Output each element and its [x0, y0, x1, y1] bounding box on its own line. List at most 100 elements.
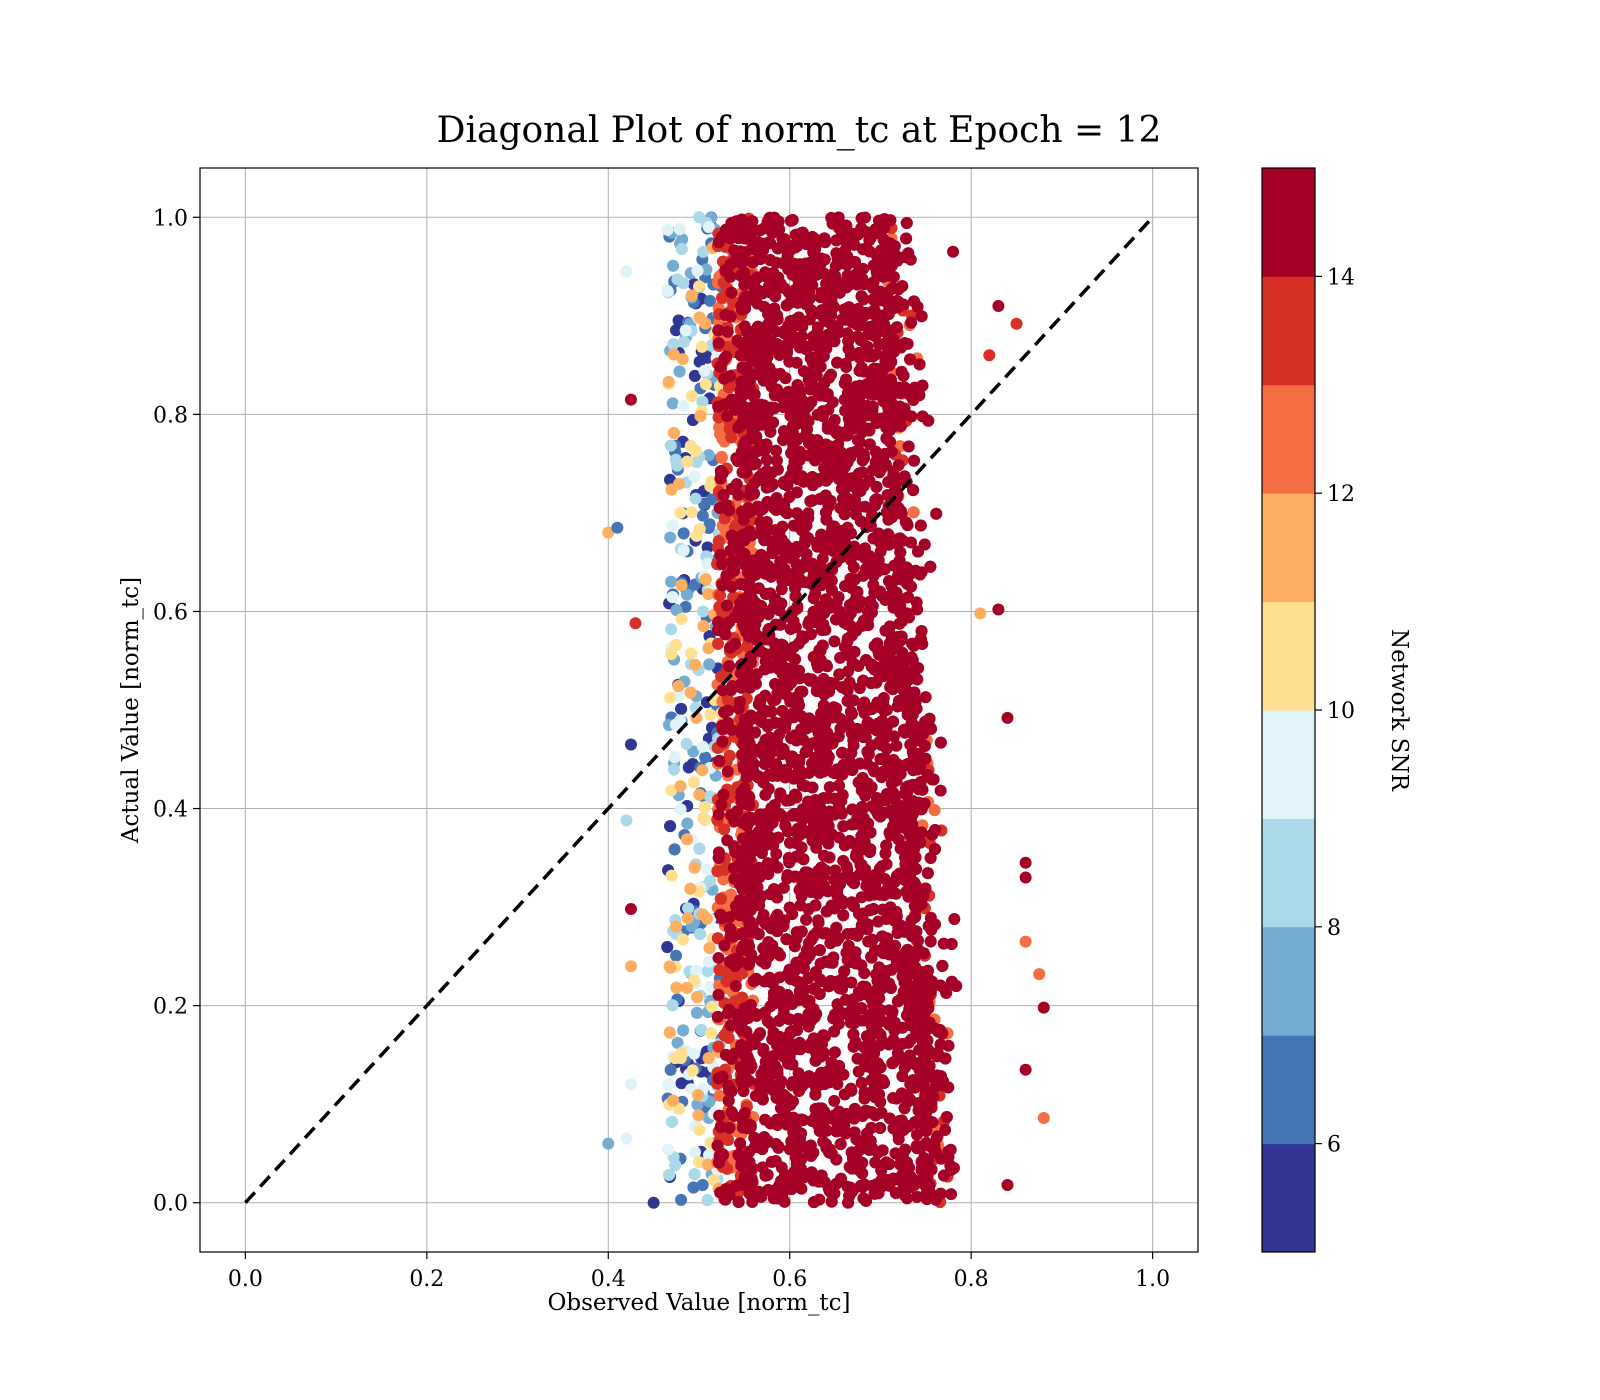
- scatter-point: [670, 949, 683, 962]
- scatter-point: [688, 1146, 701, 1159]
- scatter-point: [675, 702, 688, 715]
- scatter-point: [664, 820, 677, 833]
- scatter-point: [713, 964, 726, 977]
- scatter-point: [688, 1168, 701, 1181]
- scatter-point: [770, 444, 783, 457]
- scatter-point: [680, 737, 693, 750]
- scatter-point: [665, 647, 678, 660]
- scatter-point: [823, 781, 836, 794]
- scatter-point: [666, 397, 679, 410]
- scatter-point: [892, 1133, 905, 1146]
- scatter-point: [698, 364, 711, 377]
- scatter-point: [681, 981, 694, 994]
- scatter-point: [696, 740, 709, 753]
- scatter-point: [719, 1193, 732, 1206]
- scatter-point: [675, 579, 688, 592]
- scatter-point: [674, 780, 687, 793]
- scatter-point: [834, 651, 847, 664]
- scatter-point: [677, 544, 690, 557]
- scatter-point: [703, 942, 716, 955]
- scatter-point: [688, 1047, 701, 1060]
- scatter-point: [767, 857, 780, 870]
- scatter-point: [693, 842, 706, 855]
- scatter-point: [912, 934, 925, 947]
- scatter-point: [714, 892, 727, 905]
- scatter-point: [681, 912, 694, 925]
- scatter-point: [661, 284, 674, 297]
- scatter-point: [899, 1158, 912, 1171]
- scatter-point: [712, 1040, 725, 1053]
- scatter-point: [669, 638, 682, 651]
- scatter-point: [681, 455, 694, 468]
- scatter-point: [666, 591, 679, 604]
- scatter-point: [828, 1094, 841, 1107]
- scatter-point: [704, 708, 717, 721]
- scatter-point: [727, 1110, 740, 1123]
- scatter-point: [700, 912, 713, 925]
- scatter-point: [702, 220, 715, 233]
- scatter-point: [701, 863, 714, 876]
- scatter-point: [674, 714, 687, 727]
- chart-title: Diagonal Plot of norm_tc at Epoch = 12: [437, 110, 1162, 151]
- scatter-point: [667, 338, 680, 351]
- scatter-point: [673, 365, 686, 378]
- scatter-point: [665, 623, 678, 636]
- scatter-point: [672, 680, 685, 693]
- scatter-point: [720, 975, 733, 988]
- scatter-point: [713, 1089, 726, 1102]
- scatter-point: [902, 591, 915, 604]
- scatter-point: [664, 439, 677, 452]
- scatter-points: [602, 211, 1050, 1209]
- scatter-point: [693, 355, 706, 368]
- scatter-point: [856, 466, 869, 479]
- scatter-point: [676, 353, 689, 366]
- scatter-point: [919, 691, 932, 704]
- scatter-point: [667, 348, 680, 361]
- scatter-point: [945, 1188, 958, 1201]
- scatter-point: [701, 541, 714, 554]
- scatter-point: [675, 613, 688, 626]
- scatter-point: [697, 620, 710, 633]
- scatter-point: [703, 518, 716, 531]
- scatter-point: [716, 912, 729, 925]
- scatter-point: [689, 445, 702, 458]
- scatter-point: [694, 928, 707, 941]
- scatter-point: [702, 587, 715, 600]
- scatter-point: [689, 492, 702, 505]
- scatter-point: [725, 482, 738, 495]
- scatter-point: [858, 967, 871, 980]
- scatter-point: [843, 834, 856, 847]
- scatter-point: [697, 245, 710, 258]
- scatter-point: [676, 933, 689, 946]
- scatter-point: [693, 788, 706, 801]
- scatter-point: [674, 803, 687, 816]
- scatter-point: [694, 410, 707, 423]
- scatter-point: [722, 1094, 735, 1107]
- scatter-point: [685, 289, 698, 302]
- scatter-point: [928, 804, 941, 817]
- scatter-point: [670, 920, 683, 933]
- scatter-point: [688, 861, 701, 874]
- scatter-point: [671, 1036, 684, 1049]
- scatter-point: [681, 588, 694, 601]
- scatter-point: [675, 1193, 688, 1206]
- scatter-point: [741, 640, 754, 653]
- scatter-point: [701, 1158, 714, 1171]
- scatter-point: [895, 1087, 908, 1100]
- scatter-point: [692, 1156, 705, 1169]
- scatter-point: [905, 316, 918, 329]
- scatter-point: [896, 1070, 909, 1083]
- scatter-point: [661, 941, 674, 954]
- scatter-point: [878, 872, 891, 885]
- scatter-point: [761, 1168, 774, 1181]
- scatter-point: [721, 765, 734, 778]
- scatter-point: [698, 813, 711, 826]
- scatter-point: [661, 223, 674, 236]
- scatter-point: [668, 751, 681, 764]
- scatter-point: [721, 325, 734, 338]
- scatter-point: [711, 865, 724, 878]
- scatter-point: [712, 324, 725, 337]
- scatter-point: [942, 1039, 955, 1052]
- scatter-point: [667, 259, 680, 272]
- scatter-point: [663, 960, 676, 973]
